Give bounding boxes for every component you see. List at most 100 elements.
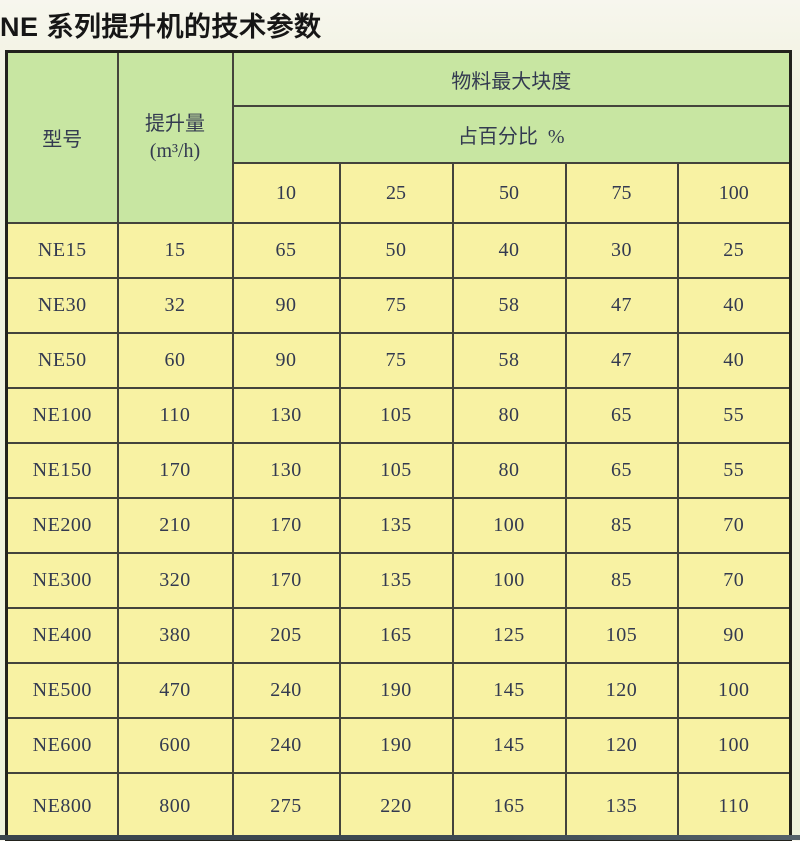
value-cell: 47 [564,332,679,389]
table-body: NE15 15 65 50 40 30 25 NE30 32 90 75 58 … [5,222,792,841]
model-cell: NE600 [5,717,119,774]
value-cell: 165 [338,607,454,664]
value-cell: 380 [116,607,234,664]
table-row: NE400 380 205 165 125 105 90 [5,607,792,664]
value-cell: 190 [338,662,454,719]
value-cell: 145 [451,662,567,719]
value-cell: 58 [451,332,567,389]
value-cell: 25 [676,222,792,279]
table-row: NE800 800 275 220 165 135 110 [5,772,792,841]
value-cell: 105 [564,607,679,664]
model-cell: NE300 [5,552,119,609]
model-cell: NE30 [5,277,119,334]
value-cell: 32 [116,277,234,334]
value-cell: 240 [231,662,341,719]
value-cell: 30 [564,222,679,279]
model-cell: NE800 [5,772,119,841]
header-size-10: 10 [231,162,341,224]
value-cell: 190 [338,717,454,774]
header-size-100: 100 [676,162,792,224]
table-row: NE100 110 130 105 80 65 55 [5,387,792,444]
value-cell: 80 [451,442,567,499]
value-cell: 145 [451,717,567,774]
value-cell: 240 [231,717,341,774]
header-row-percentage: 占百分比 % [7,105,792,164]
header-size-25: 25 [338,162,454,224]
header-size-75: 75 [564,162,679,224]
model-cell: NE500 [5,662,119,719]
value-cell: 165 [451,772,567,841]
value-cell: 100 [676,662,792,719]
value-cell: 65 [564,387,679,444]
header-lump-size: 物料最大块度 [231,50,792,107]
value-cell: 135 [564,772,679,841]
value-cell: 100 [676,717,792,774]
value-cell: 15 [116,222,234,279]
value-cell: 210 [116,497,234,554]
page-title: NE 系列提升机的技术参数 [0,12,322,42]
model-cell: NE15 [5,222,119,279]
value-cell: 60 [116,332,234,389]
value-cell: 55 [676,387,792,444]
value-cell: 40 [676,332,792,389]
value-cell: 105 [338,442,454,499]
table-row: NE50 60 90 75 58 47 40 [5,332,792,389]
value-cell: 70 [676,497,792,554]
value-cell: 125 [451,607,567,664]
value-cell: 120 [564,717,679,774]
value-cell: 130 [231,387,341,444]
table-row: NE600 600 240 190 145 120 100 [5,717,792,774]
value-cell: 135 [338,497,454,554]
value-cell: 105 [338,387,454,444]
value-cell: 40 [451,222,567,279]
value-cell: 90 [231,277,341,334]
value-cell: 470 [116,662,234,719]
table-row: NE150 170 130 105 80 65 55 [5,442,792,499]
value-cell: 75 [338,277,454,334]
value-cell: 58 [451,277,567,334]
table-row: NE15 15 65 50 40 30 25 [5,222,792,279]
value-cell: 170 [231,497,341,554]
table-row: NE200 210 170 135 100 85 70 [5,497,792,554]
value-cell: 55 [676,442,792,499]
value-cell: 170 [231,552,341,609]
value-cell: 85 [564,552,679,609]
value-cell: 90 [231,332,341,389]
page-edge-shadow [0,835,800,840]
value-cell: 320 [116,552,234,609]
value-cell: 80 [451,387,567,444]
model-cell: NE150 [5,442,119,499]
value-cell: 50 [338,222,454,279]
value-cell: 220 [338,772,454,841]
model-cell: NE400 [5,607,119,664]
value-cell: 90 [676,607,792,664]
header-percentage: 占百分比 % [231,105,792,164]
value-cell: 65 [564,442,679,499]
value-cell: 800 [116,772,234,841]
value-cell: 205 [231,607,341,664]
value-cell: 47 [564,277,679,334]
header-size-50: 50 [451,162,567,224]
value-cell: 40 [676,277,792,334]
value-cell: 110 [676,772,792,841]
capacity-unit: (m³/h) [149,139,201,162]
header-row-sizes: 10 25 50 75 100 [7,162,792,224]
value-cell: 85 [564,497,679,554]
value-cell: 275 [231,772,341,841]
header-row-top: 型号 提升量 (m³/h) 物料最大块度 [5,50,792,224]
value-cell: 120 [564,662,679,719]
value-cell: 110 [116,387,234,444]
value-cell: 65 [231,222,341,279]
model-cell: NE100 [5,387,119,444]
table-row: NE30 32 90 75 58 47 40 [5,277,792,334]
spec-table: 型号 提升量 (m³/h) 物料最大块度 占百分比 % 10 25 50 75 … [5,50,792,841]
value-cell: 600 [116,717,234,774]
model-cell: NE200 [5,497,119,554]
value-cell: 100 [451,497,567,554]
value-cell: 170 [116,442,234,499]
model-cell: NE50 [5,332,119,389]
table-row: NE500 470 240 190 145 120 100 [5,662,792,719]
table-row: NE300 320 170 135 100 85 70 [5,552,792,609]
value-cell: 70 [676,552,792,609]
